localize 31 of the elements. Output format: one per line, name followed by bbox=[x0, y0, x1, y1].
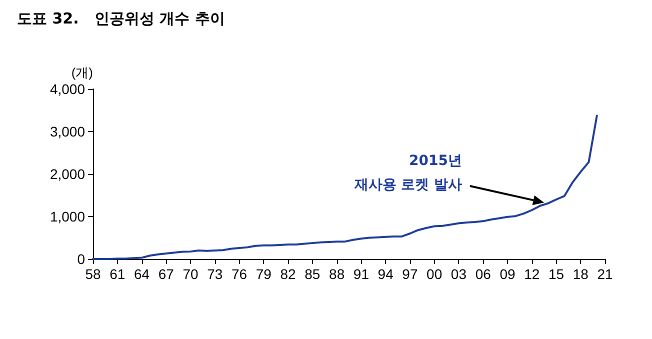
x-tick-label: 18 bbox=[572, 266, 589, 282]
x-tick-label: 70 bbox=[182, 266, 199, 282]
y-tick-label: 0 bbox=[77, 251, 86, 267]
x-tick-label: 67 bbox=[158, 266, 174, 282]
x-tick-label: 09 bbox=[500, 266, 516, 282]
line-series bbox=[92, 114, 598, 260]
x-tick-label: 21 bbox=[597, 266, 613, 282]
x-tick-label: 61 bbox=[110, 266, 126, 282]
x-tick-label: 97 bbox=[402, 266, 418, 282]
x-tick-label: 85 bbox=[304, 266, 320, 282]
x-tick-label: 00 bbox=[426, 266, 442, 282]
x-tick-label: 82 bbox=[280, 266, 296, 282]
x-tick-label: 15 bbox=[548, 266, 564, 282]
y-axis-title: (개) bbox=[71, 65, 93, 80]
x-tick-label: 73 bbox=[207, 266, 223, 282]
x-tick-label: 79 bbox=[256, 266, 272, 282]
x-tick-label: 06 bbox=[475, 266, 492, 282]
x-tick-label: 88 bbox=[329, 266, 345, 282]
x-tick-label: 76 bbox=[231, 266, 248, 282]
chart-title: 도표 32. 인공위성 개수 추이 bbox=[17, 10, 225, 28]
y-tick-label: 4,000 bbox=[50, 81, 86, 97]
x-tick-label: 03 bbox=[450, 266, 467, 282]
x-tick-label: 94 bbox=[378, 266, 394, 282]
x-tick-label: 64 bbox=[134, 266, 150, 282]
x-tick-label: 91 bbox=[353, 266, 370, 282]
annotation: 2015년 재사용 로켓 발사 bbox=[353, 153, 462, 193]
x-tick-label: 12 bbox=[524, 266, 540, 282]
y-tick-label: 1,000 bbox=[50, 208, 86, 224]
y-tick-label: 2,000 bbox=[50, 166, 86, 182]
y-tick-label: 3,000 bbox=[50, 124, 86, 140]
x-tick-label: 58 bbox=[85, 266, 101, 282]
